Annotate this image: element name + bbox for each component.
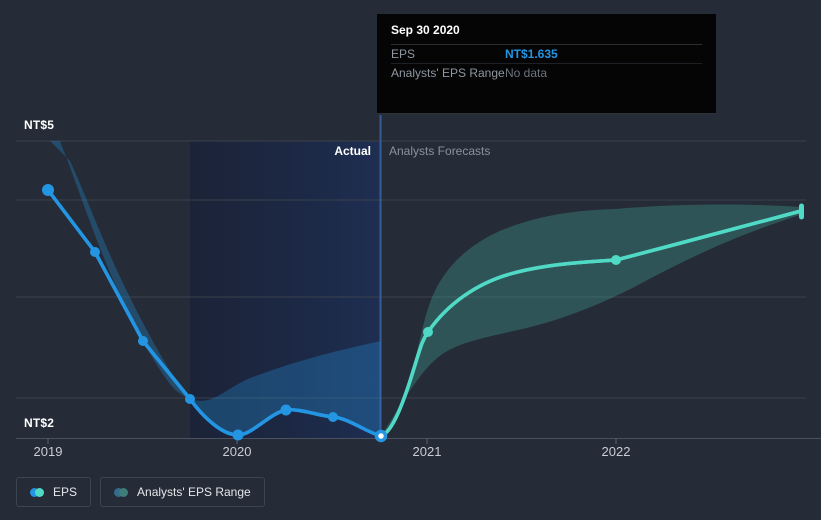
- x-tick-label-2022: 2022: [601, 444, 631, 459]
- recent-period-highlight: [190, 141, 381, 438]
- tooltip-range-value: No data: [505, 66, 548, 80]
- x-tick-label-2020: 2020: [222, 444, 252, 459]
- legend: EPS Analysts' EPS Range: [16, 477, 265, 507]
- actual-range-band: [50, 141, 381, 437]
- eps-data-point[interactable]: [138, 336, 148, 346]
- selected-point-marker[interactable]: [374, 429, 388, 443]
- y-axis-label-max: NT$5: [24, 118, 55, 132]
- forecast-range-band: [381, 204, 800, 436]
- actual-eps-line: [46, 188, 383, 438]
- x-tick-label-2021: 2021: [412, 444, 442, 459]
- tooltip-eps-label: EPS: [391, 47, 416, 61]
- tooltip: Sep 30 2020 EPS NT$1.635 Analysts' EPS R…: [377, 14, 716, 114]
- forecast-data-point[interactable]: [423, 327, 433, 337]
- tooltip-date: Sep 30 2020: [391, 23, 702, 45]
- tooltip-eps-value: NT$1.635: [505, 47, 558, 61]
- eps-data-point[interactable]: [328, 412, 338, 422]
- forecast-eps-line: [379, 209, 803, 438]
- forecast-endpoint-cap: [799, 203, 804, 220]
- actual-section-label: Actual: [334, 144, 371, 158]
- tooltip-range-label: Analysts' EPS Range: [391, 66, 505, 80]
- y-axis-label-min: NT$2: [24, 416, 55, 430]
- legend-toggle-eps[interactable]: EPS: [16, 477, 92, 507]
- legend-label: Analysts' EPS Range: [137, 485, 251, 499]
- forecast-data-point[interactable]: [611, 255, 621, 265]
- eps-data-point[interactable]: [280, 404, 292, 416]
- forecast-section-label: Analysts Forecasts: [389, 144, 491, 158]
- eps-data-point[interactable]: [90, 247, 100, 257]
- eps-data-point[interactable]: [232, 429, 244, 441]
- legend-series-dots-icon: [30, 487, 44, 497]
- tooltip-range-row: Analysts' EPS Range No data: [391, 64, 702, 82]
- legend-label: EPS: [53, 485, 78, 499]
- legend-toggle-analysts-eps-range[interactable]: Analysts' EPS Range: [100, 477, 265, 507]
- tooltip-eps-row: EPS NT$1.635: [391, 45, 702, 64]
- x-tick-label-2019: 2019: [33, 444, 63, 459]
- eps-data-point[interactable]: [42, 184, 54, 196]
- legend-series-dots-icon: [114, 487, 129, 497]
- eps-data-point[interactable]: [185, 394, 195, 404]
